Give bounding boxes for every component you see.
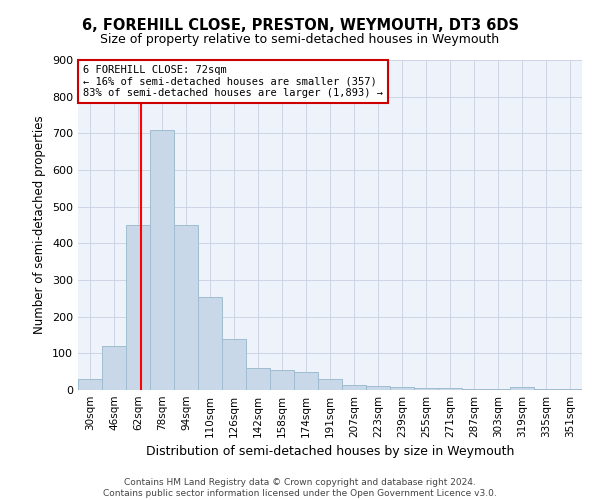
Bar <box>198 296 222 390</box>
Bar <box>414 388 438 390</box>
Bar <box>462 389 486 390</box>
Bar <box>270 370 294 390</box>
Bar <box>318 379 342 390</box>
Bar <box>78 379 102 390</box>
Bar <box>246 368 270 390</box>
Bar <box>558 389 582 390</box>
Bar <box>390 387 414 390</box>
Y-axis label: Number of semi-detached properties: Number of semi-detached properties <box>34 116 46 334</box>
Text: 6 FOREHILL CLOSE: 72sqm
← 16% of semi-detached houses are smaller (357)
83% of s: 6 FOREHILL CLOSE: 72sqm ← 16% of semi-de… <box>83 65 383 98</box>
Text: 6, FOREHILL CLOSE, PRESTON, WEYMOUTH, DT3 6DS: 6, FOREHILL CLOSE, PRESTON, WEYMOUTH, DT… <box>82 18 518 32</box>
Bar <box>534 389 558 390</box>
Bar <box>294 372 318 390</box>
Bar <box>510 387 534 390</box>
Text: Contains HM Land Registry data © Crown copyright and database right 2024.
Contai: Contains HM Land Registry data © Crown c… <box>103 478 497 498</box>
Bar <box>222 338 246 390</box>
Bar <box>438 388 462 390</box>
Bar <box>366 386 390 390</box>
Bar <box>150 130 174 390</box>
X-axis label: Distribution of semi-detached houses by size in Weymouth: Distribution of semi-detached houses by … <box>146 446 514 458</box>
Text: Size of property relative to semi-detached houses in Weymouth: Size of property relative to semi-detach… <box>100 32 500 46</box>
Bar <box>126 225 150 390</box>
Bar <box>174 225 198 390</box>
Bar <box>102 346 126 390</box>
Bar <box>342 384 366 390</box>
Bar <box>486 389 510 390</box>
